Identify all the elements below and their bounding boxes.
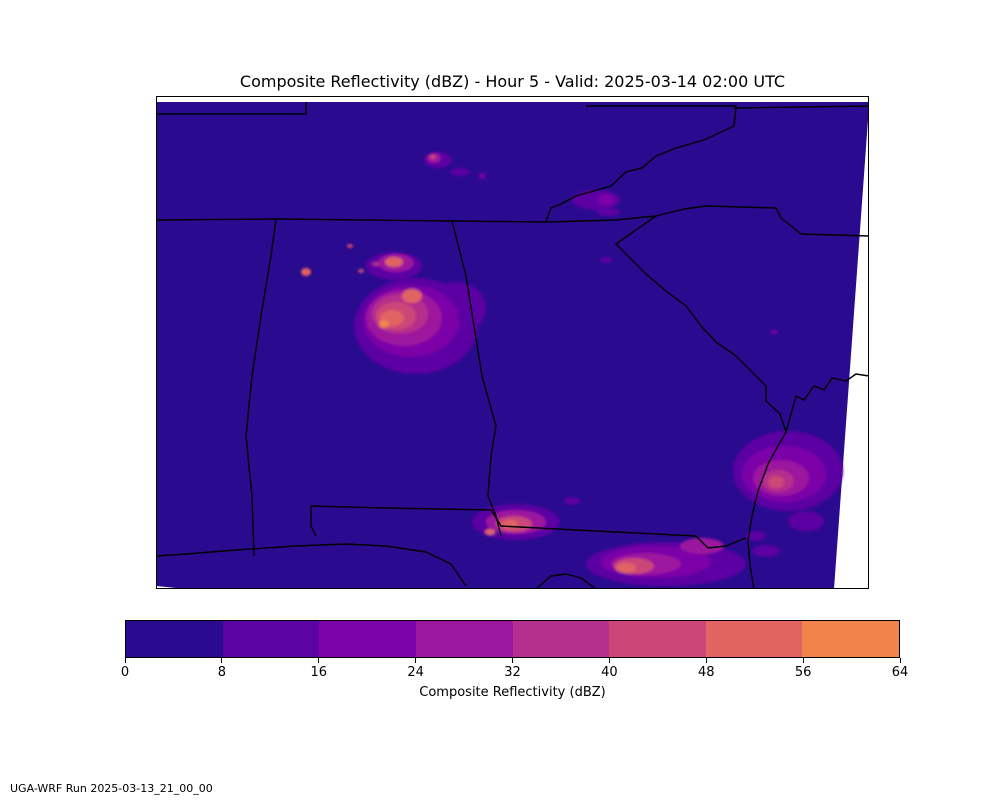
- model-run-label: UGA-WRF Run 2025-03-13_21_00_00: [10, 782, 213, 795]
- colorbar-segment: [319, 621, 416, 657]
- colorbar-segment: [512, 621, 610, 657]
- colorbar-label: Composite Reflectivity (dBZ): [419, 685, 606, 700]
- colorbar-tick: [705, 658, 707, 663]
- colorbar-tick-label: 16: [310, 665, 328, 680]
- colorbar-tick-label: 40: [601, 665, 618, 680]
- colorbar-tick: [415, 658, 417, 663]
- colorbar-tick-label: 56: [794, 665, 812, 680]
- colorbar-segment: [222, 621, 320, 657]
- colorbar-tick: [124, 658, 126, 663]
- colorbar-segment: [126, 621, 223, 657]
- storm-cell-alabama: [301, 244, 486, 374]
- colorbar-segment: [415, 621, 513, 657]
- storm-cell-north: [424, 152, 620, 263]
- colorbar-segment: [609, 621, 706, 657]
- colorbar-tick-label: 48: [697, 665, 715, 680]
- reflectivity-map: [156, 96, 869, 589]
- colorbar: [125, 620, 900, 658]
- colorbar-tick-label: 0: [120, 665, 130, 680]
- model-domain: [156, 102, 869, 589]
- colorbar-segment: [705, 621, 803, 657]
- colorbar-tick: [899, 658, 901, 663]
- colorbar-tick: [512, 658, 513, 663]
- colorbar-tick: [608, 658, 610, 663]
- colorbar-segment: [802, 621, 899, 657]
- colorbar-tick: [318, 658, 320, 663]
- colorbar-tick: [802, 658, 804, 663]
- colorbar-tick: [221, 658, 223, 663]
- colorbar-tick-label: 24: [407, 665, 424, 680]
- state-borders: [156, 102, 869, 589]
- storm-cell-florida: [586, 538, 780, 586]
- colorbar-tick-label: 8: [217, 665, 227, 680]
- colorbar-tick-label: 32: [504, 665, 521, 680]
- figure-title: Composite Reflectivity (dBZ) - Hour 5 - …: [239, 72, 786, 91]
- storm-cell-southeast: [733, 330, 843, 541]
- colorbar-tick-label: 64: [891, 665, 909, 680]
